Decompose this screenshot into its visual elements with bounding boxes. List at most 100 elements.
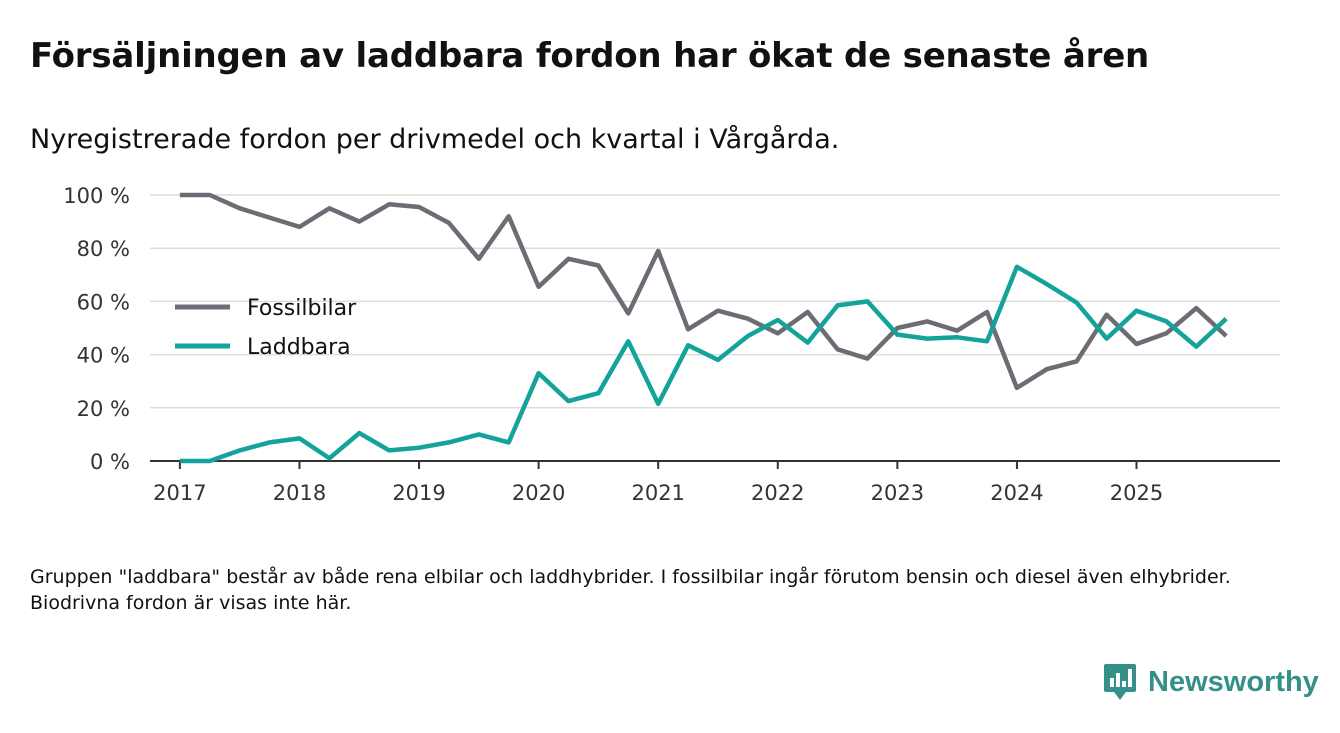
data-point-laddbara — [925, 336, 930, 341]
y-tick-label: 80 % — [77, 237, 130, 261]
x-tick-label: 2020 — [512, 481, 565, 505]
data-point-fossilbilar — [656, 248, 661, 253]
x-tick-label: 2025 — [1110, 481, 1163, 505]
data-point-laddbara — [446, 440, 451, 445]
data-point-fossilbilar — [177, 193, 182, 198]
data-point-fossilbilar — [1014, 385, 1019, 390]
grid-layer — [150, 194, 1280, 409]
data-point-laddbara — [387, 448, 392, 453]
data-point-fossilbilar — [446, 220, 451, 225]
y-tick-label: 20 % — [77, 397, 130, 421]
data-point-laddbara — [417, 445, 422, 450]
x-tick-label: 2017 — [153, 481, 206, 505]
data-point-fossilbilar — [536, 284, 541, 289]
legend-label: Fossilbilar — [247, 296, 357, 321]
data-point-laddbara — [775, 318, 780, 323]
data-point-fossilbilar — [267, 215, 272, 220]
data-point-laddbara — [1074, 300, 1079, 305]
data-point-laddbara — [985, 339, 990, 344]
x-tick-label: 2018 — [273, 481, 326, 505]
data-point-laddbara — [895, 332, 900, 337]
data-point-laddbara — [177, 459, 182, 464]
data-point-laddbara — [626, 339, 631, 344]
series-layer — [177, 192, 1229, 464]
data-point-laddbara — [715, 357, 720, 362]
data-point-fossilbilar — [297, 224, 302, 229]
data-point-fossilbilar — [476, 256, 481, 261]
data-point-laddbara — [686, 343, 691, 348]
data-point-fossilbilar — [566, 256, 571, 261]
x-tick-label: 2019 — [392, 481, 445, 505]
x-tick-label: 2021 — [631, 481, 684, 505]
data-point-fossilbilar — [1194, 306, 1199, 311]
axis-layer: 0 % 20 % 40 % 60 % 80 % 100 % 2017 2018 2019 2020… — [63, 184, 1280, 505]
data-point-laddbara — [805, 340, 810, 345]
data-point-fossilbilar — [1074, 359, 1079, 364]
data-point-laddbara — [1164, 319, 1169, 324]
data-point-fossilbilar — [865, 356, 870, 361]
y-tick-label: 100 % — [63, 184, 130, 208]
data-point-fossilbilar — [805, 310, 810, 315]
brand-logo[interactable]: Newsworthy — [1102, 662, 1319, 702]
data-point-laddbara — [835, 303, 840, 308]
data-point-laddbara — [237, 448, 242, 453]
data-point-fossilbilar — [626, 311, 631, 316]
data-point-fossilbilar — [715, 308, 720, 313]
data-point-fossilbilar — [1134, 341, 1139, 346]
legend-item-laddbara[interactable]: Laddbara — [175, 335, 351, 360]
data-point-fossilbilar — [1104, 312, 1109, 317]
data-point-laddbara — [1014, 264, 1019, 269]
y-tick-label: 0 % — [90, 450, 130, 474]
data-point-fossilbilar — [775, 331, 780, 336]
data-point-fossilbilar — [955, 328, 960, 333]
chart-subtitle: Nyregistrerade fordon per drivmedel och … — [30, 124, 840, 155]
brand-name: Newsworthy — [1148, 665, 1319, 698]
data-point-fossilbilar — [417, 204, 422, 209]
data-point-fossilbilar — [686, 327, 691, 332]
data-point-laddbara — [1224, 316, 1229, 321]
data-point-fossilbilar — [596, 263, 601, 268]
legend-label: Laddbara — [247, 335, 351, 360]
data-point-fossilbilar — [357, 219, 362, 224]
data-point-laddbara — [1044, 282, 1049, 287]
data-point-fossilbilar — [925, 319, 930, 324]
y-tick-label: 60 % — [77, 290, 130, 314]
data-point-laddbara — [357, 431, 362, 436]
data-point-laddbara — [297, 436, 302, 441]
data-point-fossilbilar — [1224, 333, 1229, 338]
data-point-laddbara — [745, 333, 750, 338]
data-point-laddbara — [476, 432, 481, 437]
data-point-fossilbilar — [1164, 331, 1169, 336]
data-point-laddbara — [327, 456, 332, 461]
line-chart: 0 % 20 % 40 % 60 % 80 % 100 % 2017 2018 2019 2020… — [63, 184, 1280, 505]
data-point-laddbara — [536, 371, 541, 376]
data-point-fossilbilar — [327, 206, 332, 211]
series-line-fossilbilar — [179, 192, 1228, 391]
data-point-fossilbilar — [835, 347, 840, 352]
data-point-laddbara — [656, 401, 661, 406]
newsworthy-logo-icon — [1104, 664, 1136, 700]
footnote: Gruppen "laddbara" består av både rena e… — [30, 566, 1231, 614]
x-tick-label: 2024 — [990, 481, 1043, 505]
data-point-fossilbilar — [1044, 367, 1049, 372]
data-point-laddbara — [865, 299, 870, 304]
data-point-laddbara — [1194, 344, 1199, 349]
data-point-laddbara — [1104, 336, 1109, 341]
data-point-fossilbilar — [207, 193, 212, 198]
y-tick-label: 40 % — [77, 344, 130, 368]
data-point-laddbara — [1134, 308, 1139, 313]
legend: Fossilbilar Laddbara — [175, 296, 357, 360]
data-point-laddbara — [955, 335, 960, 340]
x-tick-label: 2022 — [751, 481, 804, 505]
x-tick-label: 2023 — [871, 481, 924, 505]
series-line-laddbara — [179, 264, 1228, 464]
legend-item-fossilbilar[interactable]: Fossilbilar — [175, 296, 357, 321]
data-point-laddbara — [267, 440, 272, 445]
data-point-fossilbilar — [745, 316, 750, 321]
chart-title: Försäljningen av laddbara fordon har öka… — [30, 36, 1150, 76]
data-point-fossilbilar — [506, 214, 511, 219]
data-point-fossilbilar — [387, 202, 392, 207]
data-point-fossilbilar — [985, 310, 990, 315]
data-point-laddbara — [207, 459, 212, 464]
data-point-fossilbilar — [237, 206, 242, 211]
